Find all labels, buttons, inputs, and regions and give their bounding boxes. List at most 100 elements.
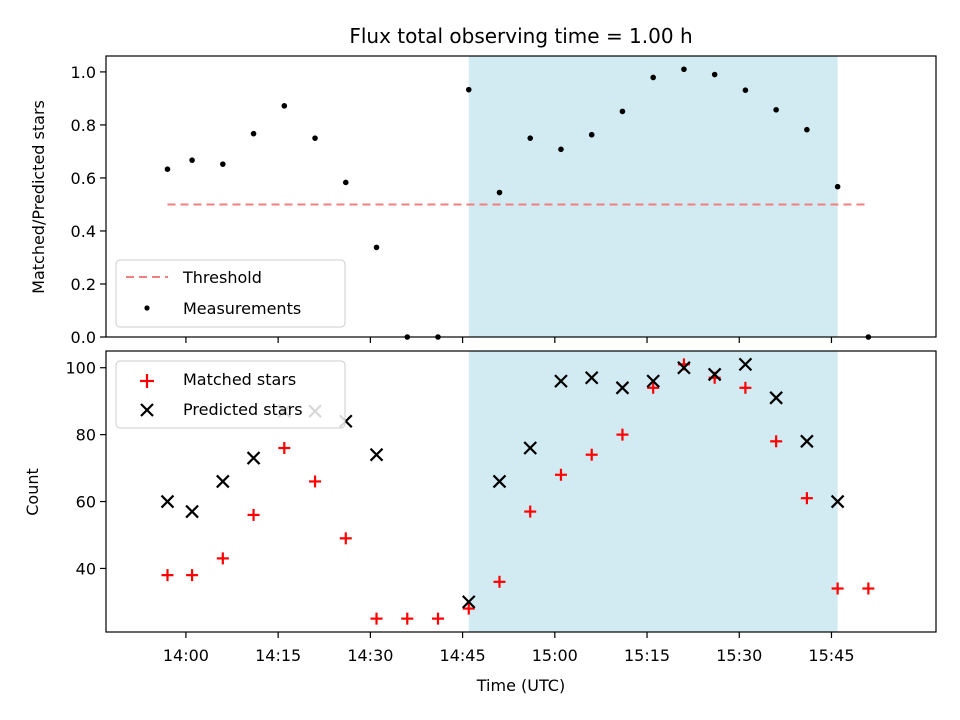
- matched-star-point: [739, 381, 752, 394]
- bottom-y-ticks: 40 60 80 100: [65, 359, 106, 578]
- top-legend-box: [115, 259, 346, 328]
- predicted-star-point: [677, 360, 691, 375]
- predicted-star-point: [492, 474, 507, 489]
- matched-star-point: [216, 552, 229, 565]
- matched-star-point: [554, 468, 567, 481]
- predicted-star-point: [246, 451, 261, 465]
- matched-star-point: [524, 505, 537, 518]
- measurement-point: [220, 161, 226, 167]
- x-tick-label: 15:00: [532, 646, 578, 665]
- measurement-point: [742, 87, 749, 93]
- measurement-point: [250, 130, 257, 137]
- top-panel: 0.0 0.2 0.4 0.6 0.8 1.0 Matched/Predicted sta…: [29, 55, 937, 347]
- matched-star-point: [186, 569, 199, 582]
- measurement-point: [711, 71, 718, 78]
- measurement-point: [527, 135, 534, 141]
- measurement-point: [650, 74, 656, 81]
- top-x-ticks: [185, 337, 833, 343]
- predicted-star-point: [707, 367, 722, 382]
- predicted-star-point: [461, 595, 476, 609]
- measurement-point: [281, 103, 288, 109]
- legend-measurements-swatch: [144, 305, 150, 311]
- measurement-point: [588, 131, 595, 138]
- bottom-legend-box: [115, 360, 346, 429]
- predicted-star-point: [646, 374, 660, 388]
- matched-star-point: [309, 475, 322, 488]
- measurement-point: [465, 86, 472, 93]
- top-y-tick-label: 0.0: [71, 328, 96, 347]
- x-tick-label: 14:30: [347, 646, 393, 665]
- predicted-star-point: [830, 494, 845, 509]
- matched-star-point: [862, 582, 875, 595]
- legend-matched-swatch: [140, 374, 154, 388]
- predicted-star-point: [615, 381, 630, 395]
- matched-star-point: [616, 428, 629, 441]
- measurement-point: [164, 166, 171, 172]
- bottom-panel: 40 60 80 100 14:00 14:15 14:30 14:45 15:00 15:15…: [23, 350, 937, 695]
- bottom-y-tick-label: 100: [65, 359, 96, 378]
- matched-star-point: [432, 612, 444, 625]
- legend-measurements-label: Measurements: [183, 299, 301, 318]
- x-tick-label: 14:00: [163, 646, 209, 665]
- top-plot-frame: [105, 55, 937, 338]
- matched-star-point: [339, 532, 352, 545]
- matched-star-point: [161, 569, 174, 582]
- predicted-star-point: [554, 374, 568, 388]
- top-legend: Threshold Measurements: [115, 259, 346, 328]
- predicted-star-point: [769, 391, 783, 405]
- predicted-star-point: [369, 447, 384, 462]
- top-y-tick-label: 0.4: [71, 222, 96, 241]
- measurement-point: [342, 179, 349, 186]
- top-observing-window: [468, 56, 838, 337]
- bottom-y-tick-label: 60: [76, 493, 96, 512]
- bottom-x-ticks: 14:00 14:15 14:30 14:45 15:00 15:15 15:30 15:45: [163, 632, 855, 665]
- legend-predicted-label: Predicted stars: [183, 400, 303, 419]
- measurement-point: [312, 135, 318, 141]
- measurement-point: [834, 183, 841, 190]
- predicted-star-point: [584, 370, 599, 385]
- bottom-plot-frame: [105, 350, 937, 633]
- bottom-y-axis-label: Count: [23, 468, 42, 516]
- matched-star-point: [278, 442, 291, 455]
- x-axis-label: Time (UTC): [476, 676, 565, 695]
- matched-star-point: [647, 381, 660, 394]
- predicted-star-point: [216, 474, 230, 489]
- legend-threshold-label: Threshold: [182, 268, 262, 287]
- measurement-point: [496, 189, 503, 196]
- legend-predicted-swatch: [140, 403, 154, 417]
- top-y-tick-label: 1.0: [71, 63, 96, 82]
- measurement-point: [619, 108, 626, 115]
- x-tick-label: 14:45: [440, 646, 486, 665]
- measurement-point: [373, 244, 380, 251]
- matched-star-point: [247, 508, 260, 521]
- predicted-star-point: [523, 441, 538, 455]
- top-y-ticks: 0.0 0.2 0.4 0.6 0.8 1.0: [71, 63, 106, 347]
- bottom-y-tick-label: 40: [76, 559, 96, 578]
- predicted-star-point: [185, 504, 199, 519]
- x-tick-label: 15:15: [624, 646, 670, 665]
- matched-star-point: [401, 612, 414, 625]
- bottom-y-tick-label: 80: [76, 426, 96, 445]
- predicted-star-point: [160, 494, 175, 509]
- legend-matched-label: Matched stars: [183, 370, 296, 389]
- bottom-legend: Matched stars Predicted stars: [115, 360, 346, 429]
- matched-star-point: [493, 575, 506, 588]
- matched-star-point: [585, 448, 598, 461]
- top-y-tick-label: 0.2: [71, 275, 96, 294]
- top-y-axis-label: Matched/Predicted stars: [29, 100, 48, 294]
- measurement-point: [558, 146, 564, 153]
- chart-title: Flux total observing time = 1.00 h: [349, 24, 692, 48]
- top-y-tick-label: 0.6: [71, 169, 96, 188]
- matched-star-point: [800, 492, 813, 505]
- x-tick-label: 15:45: [808, 646, 854, 665]
- matched-star-point: [370, 612, 383, 625]
- measurement-point: [773, 107, 779, 113]
- x-tick-label: 15:30: [716, 646, 762, 665]
- predicted-star-point: [800, 434, 814, 449]
- measurement-point: [681, 66, 687, 73]
- x-tick-label: 14:15: [255, 646, 301, 665]
- matched-star-point: [462, 602, 475, 615]
- predicted-star-point: [738, 357, 753, 372]
- top-y-tick-label: 0.8: [71, 116, 96, 135]
